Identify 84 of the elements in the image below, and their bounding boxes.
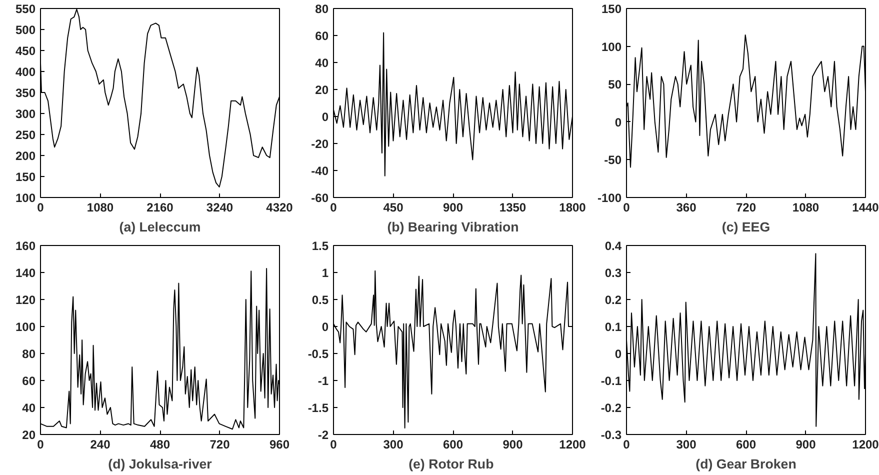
x-tick-label: 720 (210, 438, 230, 452)
y-tick-label: -20 (311, 137, 329, 151)
x-tick-label: 300 (676, 438, 697, 452)
y-tick-label: 140 (15, 266, 36, 280)
y-tick-label: 0.5 (312, 293, 329, 307)
x-tick-label: 300 (383, 438, 404, 452)
x-tick-label: 4320 (266, 200, 294, 214)
y-tick-label: -0.2 (600, 401, 622, 415)
x-tick-label: 0 (37, 200, 44, 214)
x-tick-label: 600 (442, 438, 464, 452)
x-tick-label: 1200 (852, 438, 879, 452)
x-axis-title: (c) EEG (722, 220, 770, 234)
y-tick-label: -0.1 (600, 374, 622, 388)
x-tick-label: 900 (796, 438, 816, 452)
y-tick-label: 0 (614, 347, 622, 361)
y-tick-label: 100 (15, 191, 36, 205)
x-tick-label: 450 (383, 200, 404, 214)
y-tick-label: 20 (22, 428, 36, 442)
x-tick-label: 2160 (146, 200, 174, 214)
y-tick-label: 160 (15, 239, 36, 253)
x-tick-label: 1080 (86, 200, 114, 214)
x-tick-label: 0 (623, 200, 630, 214)
x-tick-label: 900 (502, 438, 524, 452)
x-axis-title: (d) Jokulsa-river (108, 456, 212, 472)
y-tick-label: 20 (315, 83, 329, 97)
y-tick-label: 0.3 (604, 266, 622, 280)
y-tick-label: 350 (15, 86, 36, 100)
x-axis-title: (b) Bearing Vibration (387, 220, 519, 234)
y-tick-label: 300 (15, 107, 36, 121)
x-axis-title: (a) Leleccum (119, 220, 201, 234)
y-tick-label: 200 (15, 149, 36, 163)
x-tick-label: 0 (37, 438, 44, 452)
y-tick-label: 450 (15, 44, 36, 58)
y-tick-label: 0 (614, 115, 622, 130)
x-tick-label: 360 (676, 200, 697, 214)
y-tick-label: -50 (604, 153, 622, 168)
y-tick-label: 150 (601, 2, 622, 16)
x-tick-label: 3240 (206, 200, 234, 214)
y-tick-label: 0.1 (604, 320, 622, 334)
y-tick-label: -40 (311, 164, 329, 178)
y-tick-label: 100 (15, 320, 36, 334)
y-tick-label: 1.5 (312, 239, 329, 253)
y-tick-label: 0.2 (604, 293, 622, 307)
y-tick-label: -60 (311, 191, 329, 205)
y-tick-label: 550 (15, 2, 36, 16)
y-tick-label: 500 (15, 23, 36, 37)
y-tick-label: 0 (322, 110, 329, 124)
x-tick-label: 1350 (499, 200, 526, 214)
x-tick-label: 240 (90, 438, 111, 452)
x-tick-label: 1440 (852, 200, 879, 214)
x-tick-label: 1800 (559, 200, 586, 214)
x-axis-title: (e) Rotor Rub (408, 456, 494, 472)
y-tick-label: -0.5 (308, 347, 329, 361)
y-tick-label: 100 (601, 40, 622, 54)
y-tick-label: 60 (22, 374, 36, 388)
x-tick-label: 1080 (792, 200, 820, 214)
y-tick-label: 400 (15, 65, 36, 79)
y-tick-label: 0.4 (604, 239, 622, 253)
y-tick-label: -1 (318, 374, 329, 388)
x-tick-label: 0 (330, 200, 338, 214)
y-tick-label: 250 (15, 128, 36, 142)
y-tick-label: 0 (322, 320, 329, 334)
x-axis-title: (d) Gear Broken (696, 456, 796, 472)
y-tick-label: 40 (22, 401, 36, 415)
x-tick-label: 600 (736, 438, 756, 452)
y-tick-label: -100 (597, 191, 622, 205)
x-tick-label: 0 (623, 438, 630, 452)
y-tick-label: 150 (15, 170, 36, 184)
y-tick-label: -0.3 (600, 428, 622, 442)
y-tick-label: 50 (608, 78, 622, 92)
x-tick-label: 900 (442, 200, 464, 214)
y-tick-label: 80 (22, 347, 36, 361)
x-tick-label: 1200 (559, 438, 586, 452)
y-tick-label: 80 (315, 2, 329, 16)
y-tick-label: -1.5 (308, 401, 329, 415)
x-tick-label: 480 (150, 438, 170, 452)
y-tick-label: 60 (315, 29, 329, 43)
x-tick-label: 720 (736, 200, 756, 214)
y-tick-label: -2 (318, 428, 329, 442)
y-tick-label: 120 (15, 293, 36, 307)
x-tick-label: 0 (330, 438, 338, 452)
y-tick-label: 1 (322, 266, 329, 280)
y-tick-label: 40 (315, 56, 329, 70)
x-tick-label: 960 (269, 438, 290, 452)
